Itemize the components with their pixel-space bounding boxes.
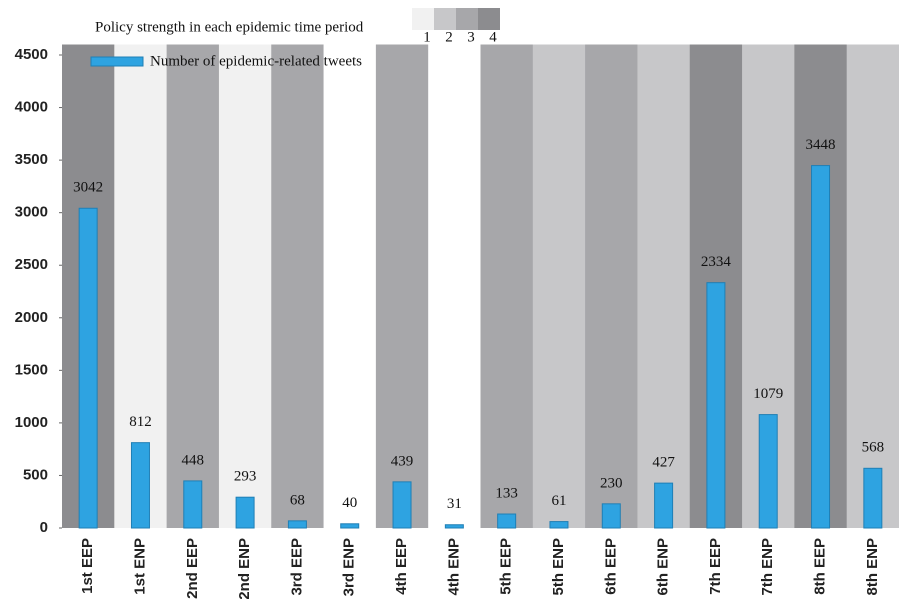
policy-band xyxy=(271,44,325,528)
data-label: 293 xyxy=(234,469,257,485)
bar xyxy=(183,480,203,529)
y-tick-label: 3000 xyxy=(15,204,48,221)
x-tick-label: 4th ENP xyxy=(445,538,462,596)
policy-legend-swatch xyxy=(434,8,456,30)
data-label: 1079 xyxy=(753,386,783,402)
x-tick-label: 2nd ENP xyxy=(236,538,253,599)
policy-band xyxy=(846,44,899,528)
y-tick-label: 0 xyxy=(40,519,48,536)
data-label: 3042 xyxy=(73,180,103,196)
x-tick-label: 4th EEP xyxy=(393,538,410,595)
y-tick-label: 1000 xyxy=(15,414,48,431)
data-label: 2334 xyxy=(701,254,732,270)
data-label: 439 xyxy=(391,453,414,469)
y-tick-label: 2000 xyxy=(15,309,48,326)
data-label: 3448 xyxy=(806,137,836,153)
data-label: 68 xyxy=(290,492,305,508)
x-tick-label: 1st ENP xyxy=(131,538,148,595)
bar xyxy=(235,496,255,529)
data-label: 40 xyxy=(342,495,357,511)
policy-band xyxy=(375,44,429,528)
policy-legend-level: 2 xyxy=(445,29,453,45)
x-tick-label: 7th ENP xyxy=(759,538,776,596)
data-label: 230 xyxy=(600,475,623,491)
bar xyxy=(706,282,726,529)
policy-legend-swatch xyxy=(412,8,434,30)
policy-band xyxy=(585,44,638,528)
x-tick-label: 6th ENP xyxy=(655,538,672,596)
policy-band xyxy=(428,44,481,528)
x-tick-label: 8th EEP xyxy=(812,538,829,595)
x-tick-label: 2nd EEP xyxy=(184,538,201,599)
policy-legend-swatch xyxy=(456,8,478,30)
y-tick-label: 3500 xyxy=(15,151,48,168)
x-tick-label: 1st EEP xyxy=(79,538,96,594)
y-tick-label: 500 xyxy=(23,466,48,483)
bar xyxy=(130,442,150,529)
bar xyxy=(863,467,883,529)
data-label: 31 xyxy=(447,496,462,512)
bar xyxy=(497,513,517,529)
y-tick-label: 4000 xyxy=(15,99,48,116)
bar xyxy=(340,523,360,529)
x-tick-label: 8th ENP xyxy=(864,538,881,596)
policy-legend-title: Policy strength in each epidemic time pe… xyxy=(95,19,364,35)
policy-legend-level: 1 xyxy=(423,29,431,45)
data-label: 448 xyxy=(182,452,205,468)
x-tick-label: 3rd ENP xyxy=(341,538,358,596)
bar xyxy=(392,481,412,529)
marks xyxy=(78,165,883,529)
policy-band xyxy=(166,44,220,528)
data-label: 568 xyxy=(862,440,885,456)
x-tick-label: 5th ENP xyxy=(550,538,567,596)
x-tick-label: 3rd EEP xyxy=(288,538,305,596)
bar xyxy=(287,520,307,529)
y-tick-label: 2500 xyxy=(15,256,48,273)
y-tick-label: 4500 xyxy=(15,46,48,63)
data-label: 427 xyxy=(652,455,675,471)
policy-legend-level: 3 xyxy=(467,29,475,45)
bar xyxy=(601,503,621,529)
policy-band xyxy=(218,44,272,528)
x-tick-label: 5th EEP xyxy=(498,538,515,595)
x-tick-label: 7th EEP xyxy=(707,538,724,595)
data-label: 133 xyxy=(495,485,518,501)
data-label: 812 xyxy=(129,414,152,430)
bar xyxy=(549,521,569,529)
data-label: 61 xyxy=(551,493,566,509)
policy-band xyxy=(532,44,586,528)
policy-legend-level: 4 xyxy=(489,29,497,45)
policy-band xyxy=(480,44,534,528)
bar xyxy=(654,482,674,529)
bar xyxy=(444,524,464,529)
legend-swatch xyxy=(90,56,144,67)
bar xyxy=(758,414,778,529)
legend-label: Number of epidemic-related tweets xyxy=(150,53,362,69)
x-tick-label: 6th EEP xyxy=(602,538,619,595)
y-tick-label: 1500 xyxy=(15,361,48,378)
bar xyxy=(78,207,98,529)
bar xyxy=(811,165,831,529)
policy-legend-swatch xyxy=(478,8,500,30)
policy-band xyxy=(323,44,377,528)
policy-band xyxy=(637,44,691,528)
